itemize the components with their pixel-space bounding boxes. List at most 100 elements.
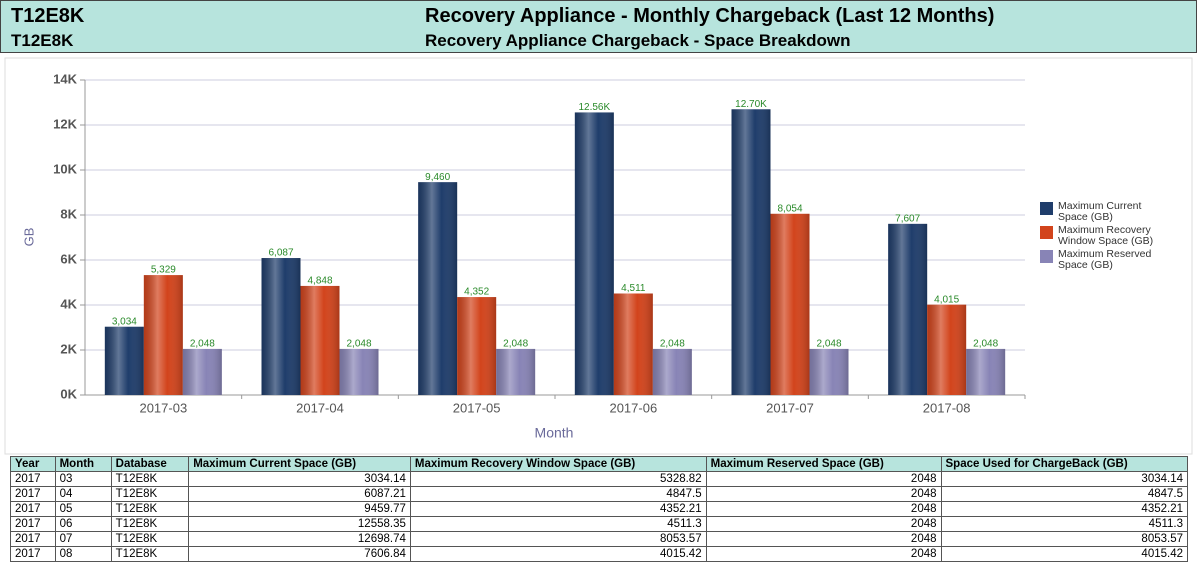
table-cell: 4847.5 (940, 486, 1189, 502)
table-cell: T12E8K (110, 471, 190, 487)
data-label: 12.56K (578, 102, 610, 113)
table-cell: T12E8K (110, 486, 190, 502)
table-row: 2017 07 T12E8K 12698.74 8053.57 2048 8053.57 (10, 531, 1189, 547)
db-name: T12E8K (11, 31, 74, 50)
table-cell: T12E8K (110, 546, 190, 562)
bar (418, 182, 458, 395)
x-tick-label: 2017-06 (609, 400, 657, 415)
y-tick-label: 0K (60, 386, 77, 401)
table-cell: 8053.57 (409, 531, 707, 547)
legend-label: Maximum Recovery Window Space (GB) (1058, 224, 1154, 247)
y-tick-label: 8K (60, 206, 77, 221)
report-subtitle: Recovery Appliance Chargeback - Space Br… (425, 31, 851, 50)
table-cell: 9459.77 (188, 501, 411, 517)
table-cell: 2017 (10, 486, 56, 502)
bar (457, 297, 497, 395)
legend-swatch (1040, 250, 1053, 263)
bar (104, 326, 144, 395)
table-cell: 2017 (10, 546, 56, 562)
column-header: Year (10, 456, 56, 472)
legend-item: Maximum Recovery Window Space (GB) (1040, 225, 1170, 247)
data-table: Year Month Database Maximum Current Space (… (10, 456, 1189, 562)
data-label: 2,048 (660, 339, 685, 350)
chart: GB Month 0K 2K 4K 6K 8K 10K 12K 14K 2017-03 3,034… (4, 57, 1193, 455)
data-label: 5,329 (151, 265, 176, 276)
table-row: 2017 04 T12E8K 6087.21 4847.5 2048 4847.5 (10, 486, 1189, 502)
legend-item: Maximum Current Space (GB) (1040, 201, 1170, 223)
bar (809, 348, 849, 395)
bar (574, 112, 614, 395)
column-header: Maximum Recovery Window Space (GB) (409, 456, 707, 472)
table-cell: T12E8K (110, 516, 190, 532)
y-tick-label: 10K (53, 161, 77, 176)
bar (966, 348, 1006, 395)
data-label: 2,048 (190, 339, 215, 350)
data-label: 4,352 (464, 287, 489, 298)
data-label: 9,460 (425, 172, 450, 183)
data-label: 3,034 (112, 316, 137, 327)
table-cell: 4511.3 (409, 516, 707, 532)
column-header: Month (54, 456, 112, 472)
column-header: Maximum Current Space (GB) (188, 456, 411, 472)
table-cell: 4015.42 (940, 546, 1189, 562)
legend-label: Maximum Current Space (GB) (1058, 200, 1142, 223)
y-tick-label: 6K (60, 251, 77, 266)
bar (731, 109, 771, 395)
x-tick-label: 2017-04 (296, 400, 344, 415)
data-label: 7,607 (895, 213, 920, 224)
data-label: 2,048 (503, 339, 528, 350)
table-cell: 3034.14 (940, 471, 1189, 487)
table-cell: 8053.57 (940, 531, 1189, 547)
bar (339, 348, 379, 395)
table-cell: 2048 (705, 531, 942, 547)
bar (261, 258, 301, 395)
bar (888, 223, 928, 395)
header-row: Year Month Database Maximum Current Space (… (10, 456, 1189, 472)
column-header: Maximum Reserved Space (GB) (705, 456, 942, 472)
bar (770, 213, 810, 395)
db-name: T12E8K (11, 5, 85, 27)
data-label: 2,048 (973, 339, 998, 350)
data-label: 6,087 (268, 248, 293, 259)
table-row: 2017 08 T12E8K 7606.84 4015.42 2048 4015.42 (10, 546, 1189, 562)
x-tick-label: 2017-07 (766, 400, 814, 415)
chart-frame (4, 57, 1193, 455)
x-tick-label: 2017-08 (923, 400, 971, 415)
table-cell: T12E8K (110, 531, 190, 547)
data-label: 12.70K (735, 99, 767, 110)
table-cell: 2017 (10, 471, 56, 487)
table-row: 2017 06 T12E8K 12558.35 4511.3 2048 4511.3 (10, 516, 1189, 532)
table-cell: 2017 (10, 516, 56, 532)
x-tick-label: 2017-05 (453, 400, 501, 415)
x-axis-title: Month (535, 425, 574, 441)
table-cell: T12E8K (110, 501, 190, 517)
data-label: 4,015 (934, 294, 959, 305)
table-cell: 5328.82 (409, 471, 707, 487)
bar (182, 348, 222, 395)
table-cell: 2048 (705, 501, 942, 517)
y-tick-label: 12K (53, 116, 77, 131)
table-row: 2017 05 T12E8K 9459.77 4352.21 2048 4352.21 (10, 501, 1189, 517)
data-label: 2,048 (816, 339, 841, 350)
column-header: Space Used for ChargeBack (GB) (940, 456, 1189, 472)
table-cell: 4015.42 (409, 546, 707, 562)
data-label: 2,048 (346, 339, 371, 350)
table-cell: 4352.21 (409, 501, 707, 517)
table-cell: 3034.14 (188, 471, 411, 487)
data-label: 4,848 (307, 276, 332, 287)
legend-item: Maximum Reserved Space (GB) (1040, 249, 1170, 271)
table-cell: 6087.21 (188, 486, 411, 502)
data-label: 8,054 (777, 203, 802, 214)
report-title: Recovery Appliance - Monthly Chargeback … (425, 5, 995, 27)
table-cell: 06 (54, 516, 112, 532)
table-cell: 2048 (705, 486, 942, 502)
y-axis-title: GB (21, 228, 36, 247)
table-cell: 2048 (705, 516, 942, 532)
bar (652, 348, 692, 395)
y-tick-label: 4K (60, 296, 77, 311)
table-cell: 04 (54, 486, 112, 502)
table-cell: 4511.3 (940, 516, 1189, 532)
bar (613, 293, 653, 395)
table-cell: 4847.5 (409, 486, 707, 502)
